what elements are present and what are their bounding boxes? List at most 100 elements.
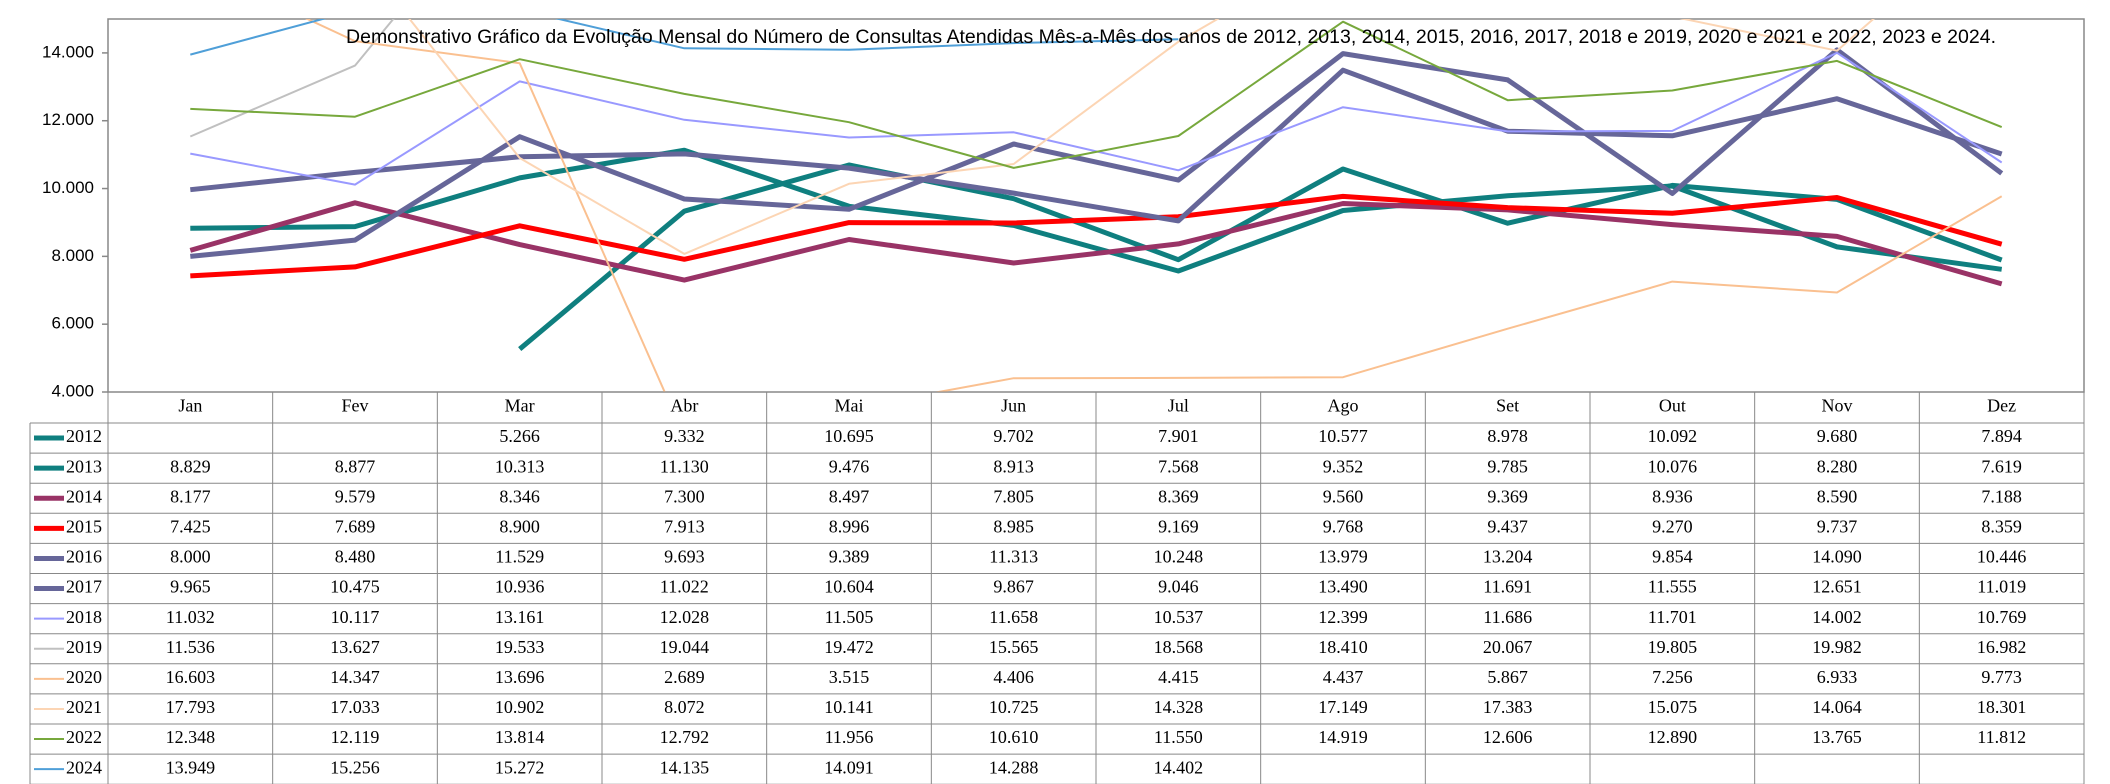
table-value: 10.076	[1648, 456, 1698, 476]
table-value: 9.773	[1981, 667, 2022, 687]
table-value: 9.270	[1652, 516, 1693, 536]
series-line	[189, 200, 2003, 287]
table-value: 8.590	[1817, 486, 1858, 506]
table-value: 14.919	[1318, 727, 1368, 747]
table-value: 19.982	[1812, 637, 1862, 657]
x-tick-label: Set	[1496, 396, 1519, 416]
table-value: 14.347	[330, 667, 380, 687]
series-line	[408, 19, 1875, 255]
table-value: 7.894	[1981, 426, 2022, 446]
y-tick-label: 4.000	[51, 381, 94, 400]
table-value: 9.702	[993, 426, 1034, 446]
chart-title: Demonstrativo Gráfico da Evolução Mensal…	[346, 26, 1996, 48]
table-value: 10.141	[824, 697, 874, 717]
table-value: 9.332	[664, 426, 705, 446]
table-value: 10.902	[495, 697, 545, 717]
table-value: 13.765	[1812, 727, 1862, 747]
table-value: 9.693	[664, 547, 705, 567]
table-value: 8.877	[335, 456, 376, 476]
table-value: 8.177	[170, 486, 211, 506]
legend-label: 2016	[66, 547, 102, 567]
table-value: 8.369	[1158, 486, 1199, 506]
legend-label: 2014	[66, 486, 102, 506]
table-value: 19.533	[495, 637, 545, 657]
x-tick-label: Out	[1659, 396, 1686, 416]
table-value: 7.568	[1158, 456, 1199, 476]
table-value: 13.490	[1318, 577, 1368, 597]
table-value: 11.812	[1977, 727, 2026, 747]
legend-label: 2024	[66, 757, 102, 777]
table-value: 18.568	[1154, 637, 1204, 657]
table-value: 18.301	[1977, 697, 2027, 717]
table-value: 10.604	[824, 577, 874, 597]
series-line	[305, 19, 2003, 392]
table-value: 12.651	[1812, 577, 1862, 597]
table-value: 13.161	[495, 607, 545, 627]
series-line	[518, 162, 2003, 352]
table-value: 13.627	[330, 637, 380, 657]
table-value: 14.402	[1154, 757, 1204, 777]
table-value: 9.680	[1817, 426, 1858, 446]
table-value: 14.091	[824, 757, 874, 777]
table-value: 10.446	[1977, 547, 2027, 567]
table-value: 4.415	[1158, 667, 1199, 687]
table-value: 10.769	[1977, 607, 2027, 627]
legend-label: 2018	[66, 607, 102, 627]
table-value: 12.606	[1483, 727, 1533, 747]
table-value: 7.689	[335, 516, 376, 536]
table-value: 8.072	[664, 697, 705, 717]
table-value: 9.785	[1487, 456, 1528, 476]
y-tick-label: 6.000	[51, 314, 94, 333]
series-line	[190, 147, 2003, 274]
table-value: 13.949	[166, 757, 216, 777]
table-value: 8.829	[170, 456, 211, 476]
x-tick-label: Abr	[670, 396, 698, 416]
y-tick-label: 14.000	[42, 42, 94, 61]
table-value: 9.389	[829, 547, 870, 567]
table-value: 9.854	[1652, 547, 1693, 567]
table-value: 15.565	[989, 637, 1039, 657]
table-value: 9.768	[1323, 516, 1364, 536]
series-line	[190, 47, 2004, 259]
table-value: 8.985	[993, 516, 1034, 536]
table-value: 11.701	[1648, 607, 1697, 627]
table-value: 16.603	[166, 667, 216, 687]
table-value: 4.437	[1323, 667, 1364, 687]
table-value: 13.979	[1318, 547, 1368, 567]
x-tick-label: Fev	[342, 396, 369, 416]
series-line	[190, 20, 2003, 169]
legend-label: 2013	[66, 456, 102, 476]
table-value: 11.032	[166, 607, 215, 627]
table-value: 9.560	[1323, 486, 1364, 506]
table-value: 13.696	[495, 667, 545, 687]
x-tick-label: Mai	[835, 396, 864, 416]
table-value: 7.901	[1158, 426, 1199, 446]
y-tick-label: 8.000	[51, 246, 94, 265]
table-value: 10.475	[330, 577, 380, 597]
table-value: 15.075	[1648, 697, 1698, 717]
lines	[189, 19, 2004, 392]
table-value: 11.956	[825, 727, 874, 747]
table-value: 10.695	[824, 426, 874, 446]
table-value: 15.272	[495, 757, 545, 777]
x-tick-label: Mar	[505, 396, 535, 416]
legend-label: 2020	[66, 667, 102, 687]
table-value: 8.936	[1652, 486, 1693, 506]
table-value: 9.579	[335, 486, 376, 506]
table-value: 10.117	[331, 607, 380, 627]
table-value: 15.256	[330, 757, 380, 777]
table-value: 9.476	[829, 456, 870, 476]
table-value: 8.497	[829, 486, 870, 506]
table-value: 8.346	[499, 486, 540, 506]
table-value: 10.725	[989, 697, 1039, 717]
table-value: 11.550	[1154, 727, 1203, 747]
legend-label: 2017	[66, 577, 102, 597]
table-value: 11.019	[1977, 577, 2026, 597]
table-value: 19.044	[660, 637, 710, 657]
table-value: 8.280	[1817, 456, 1858, 476]
x-tick-label: Jul	[1168, 396, 1189, 416]
table-value: 12.119	[331, 727, 380, 747]
table-value: 7.256	[1652, 667, 1693, 687]
table-value: 12.028	[660, 607, 710, 627]
